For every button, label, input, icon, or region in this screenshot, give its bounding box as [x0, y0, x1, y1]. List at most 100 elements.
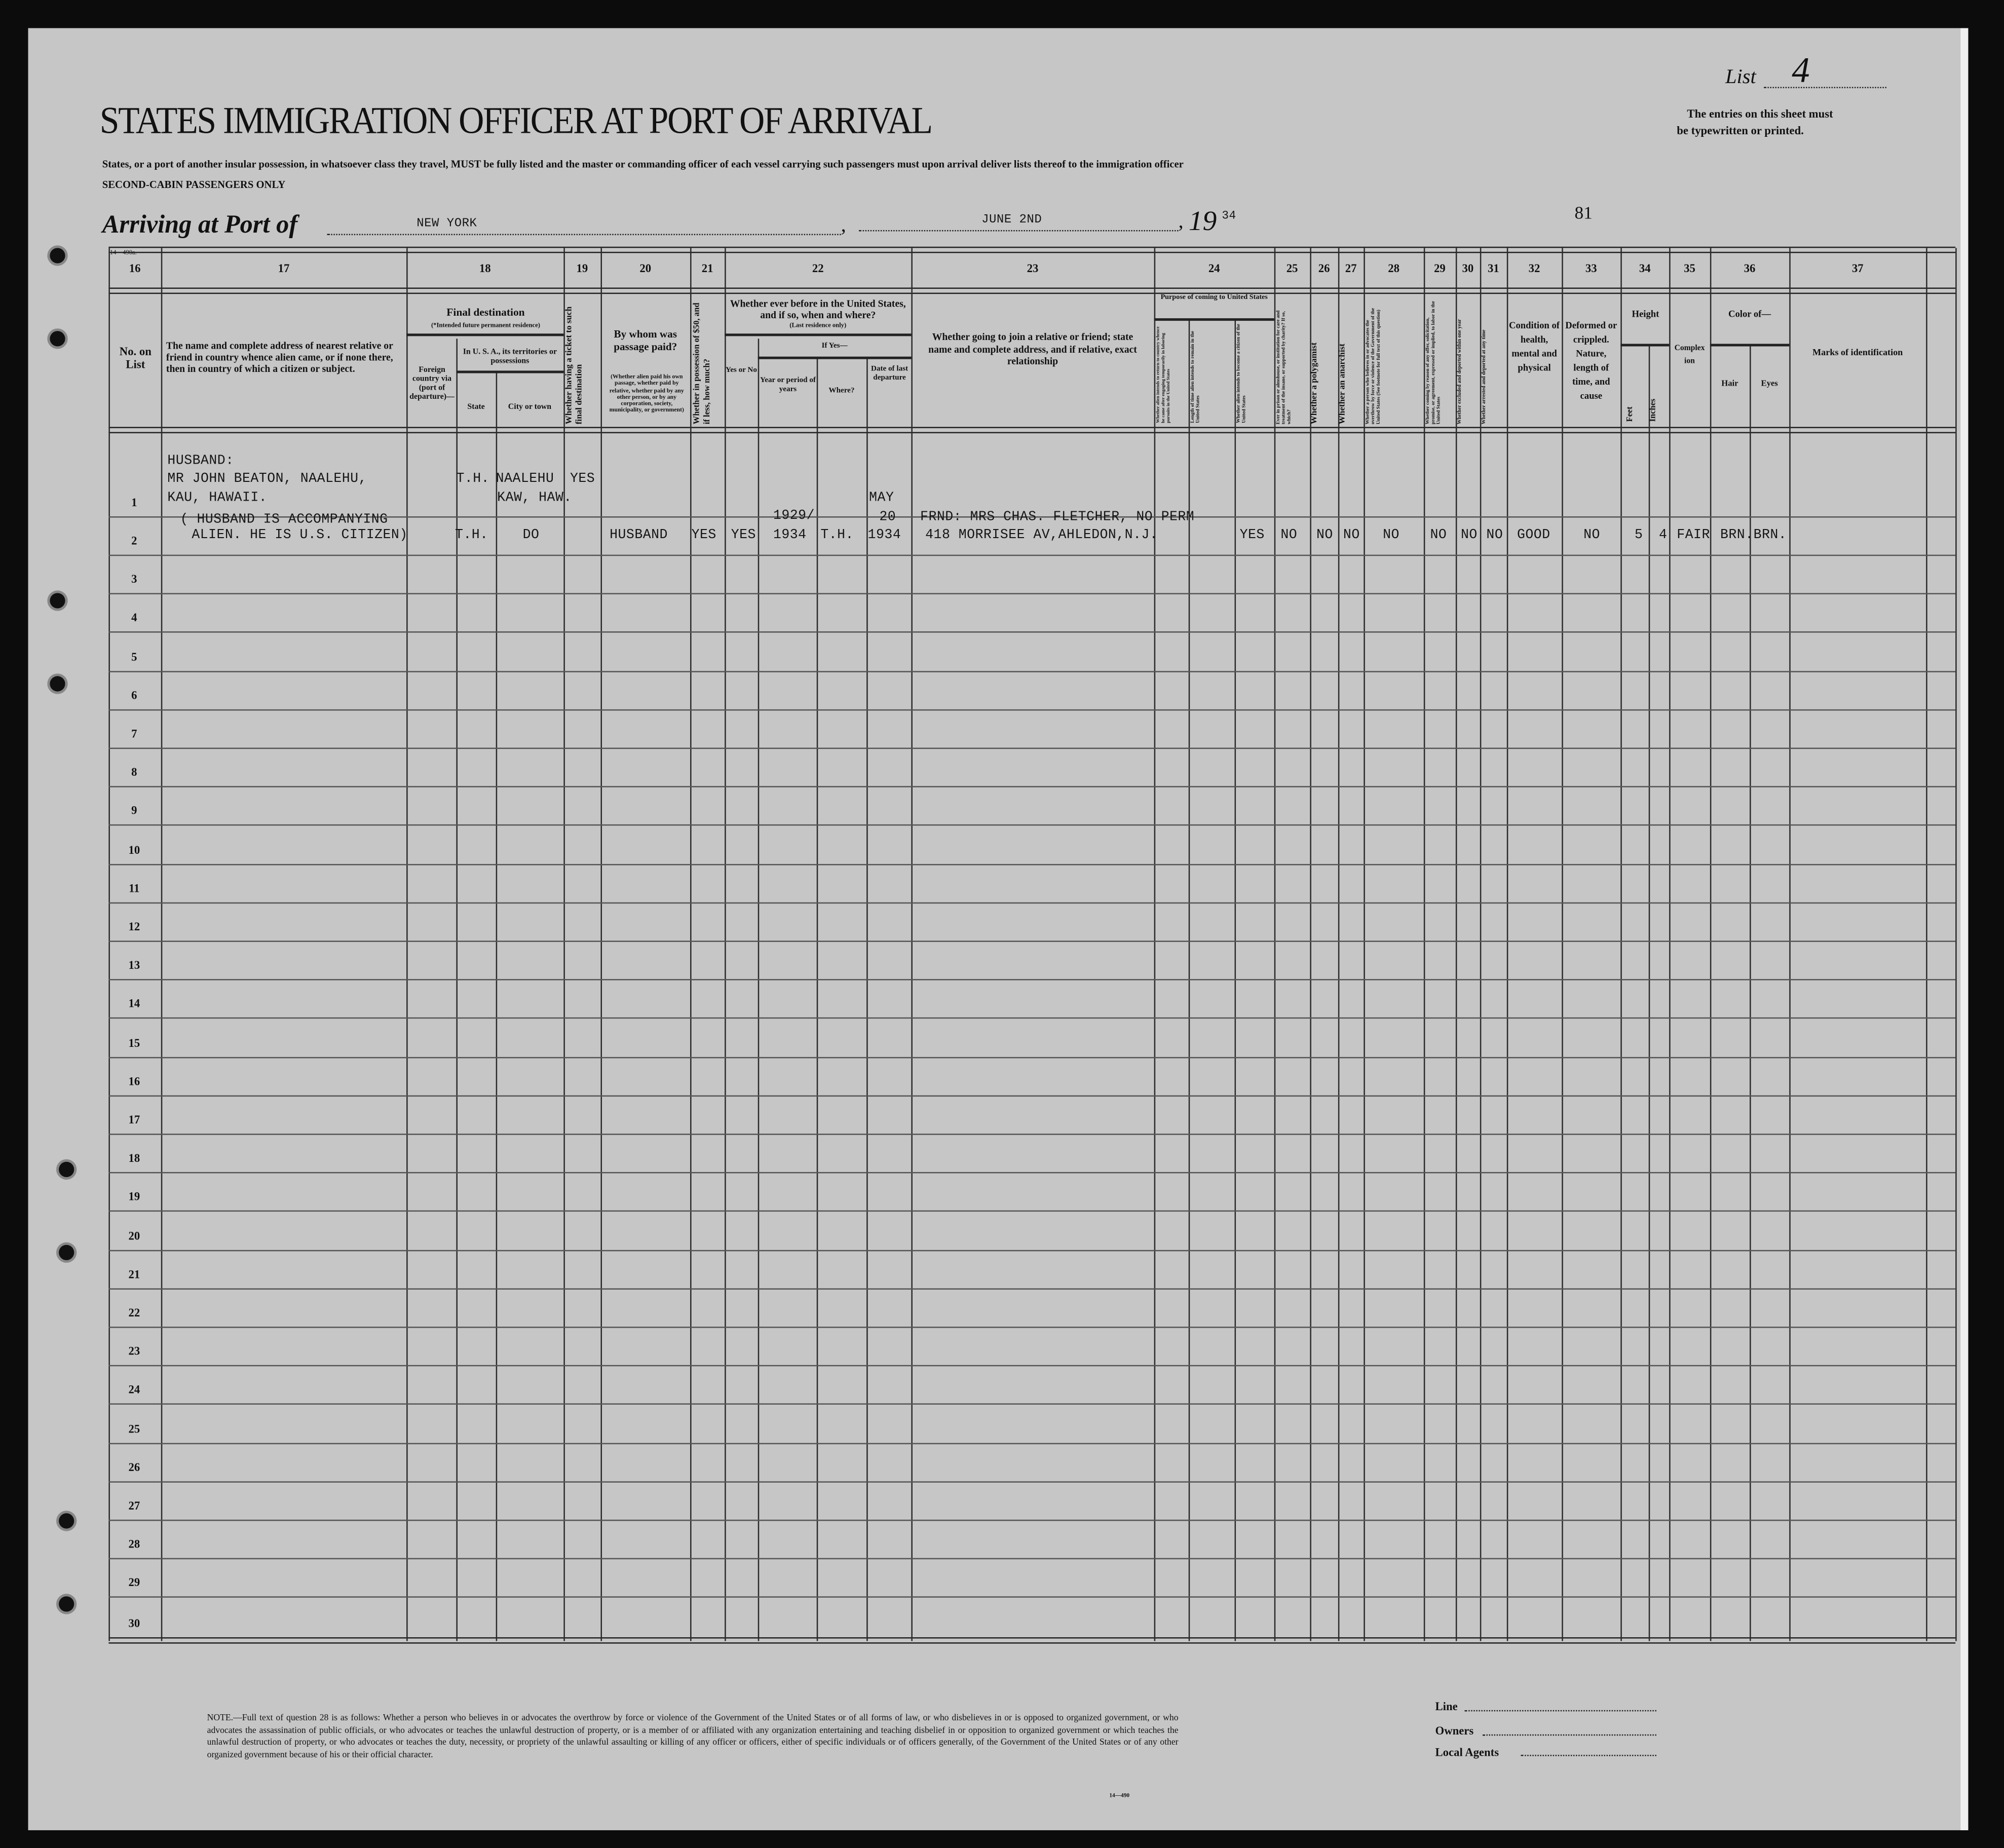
- column-rule: [1506, 248, 1508, 1641]
- header-bottom-rule: [108, 427, 1956, 434]
- entry-years: 1929/: [773, 508, 815, 524]
- row-rule: [108, 863, 1956, 865]
- page-title: STATES IMMIGRATION OFFICER AT PORT OF AR…: [99, 99, 933, 142]
- line-number: 18: [128, 1152, 140, 1165]
- line-number: 10: [128, 843, 140, 856]
- entry-city: DO: [522, 527, 540, 543]
- header-date-departure: Date of last departure: [871, 365, 909, 383]
- line-field[interactable]: [1464, 1710, 1656, 1712]
- arriving-label: Arriving at Port of: [102, 211, 298, 239]
- row-rule: [108, 1597, 1956, 1598]
- line-number: 28: [128, 1537, 140, 1551]
- header-marks: Marks of identification: [1812, 348, 1903, 358]
- row-rule: [108, 1056, 1956, 1058]
- header-passage-paid-sub: (Whether alien paid his own passage, whe…: [609, 374, 684, 415]
- entry-city: NAALEHU: [496, 471, 554, 487]
- header-contract-labor: Whether coming by reason of any offer, s…: [1425, 301, 1442, 425]
- header-state: State: [467, 402, 485, 412]
- row-rule: [108, 632, 1956, 633]
- line-number: 13: [128, 959, 140, 972]
- subheader-rule: [758, 356, 912, 359]
- column-number: 33: [1585, 262, 1597, 275]
- line-number: 2: [131, 534, 137, 547]
- column-number: 37: [1851, 262, 1864, 275]
- line-number: 29: [128, 1576, 140, 1590]
- subheader-rule: [1710, 344, 1790, 346]
- row-rule: [108, 747, 1956, 749]
- comma: ,: [841, 214, 846, 237]
- owners-field[interactable]: [1482, 1734, 1656, 1736]
- line-number: 15: [128, 1036, 140, 1049]
- line-number: 21: [128, 1267, 140, 1280]
- column-number: 29: [1434, 262, 1446, 275]
- line-number: 8: [131, 766, 137, 779]
- column-number: 28: [1388, 262, 1400, 275]
- entry-health: GOOD: [1517, 527, 1551, 543]
- row-rule: [108, 709, 1956, 710]
- binder-hole: [50, 593, 65, 609]
- column-number: 18: [479, 262, 491, 275]
- column-rule: [406, 248, 408, 1641]
- list-label: List: [1725, 66, 1756, 89]
- header-purpose-return: Whether alien intends to return to count…: [1155, 326, 1171, 423]
- row-rule: [108, 1017, 1956, 1020]
- entry-c29: NO: [1430, 527, 1447, 543]
- header-joining: Whether going to join a relative or frie…: [928, 331, 1137, 367]
- entry-relative: KAU, HAWAII.: [167, 491, 268, 506]
- header-feet: Feet: [1625, 406, 1635, 422]
- column-number: 34: [1639, 262, 1651, 275]
- column-number: 22: [812, 262, 824, 275]
- entry-c25: NO: [1280, 527, 1298, 543]
- line-number: 19: [128, 1190, 140, 1203]
- column-rule: [1455, 248, 1457, 1641]
- header-nearest-relative: The name and complete address of nearest…: [166, 340, 393, 375]
- column-number: 16: [129, 262, 141, 275]
- row-rule: [108, 1404, 1956, 1405]
- entry-feet: 5: [1635, 527, 1643, 543]
- row-rule: [108, 593, 1956, 595]
- header-inches: Inches: [1648, 398, 1658, 422]
- line-number: 24: [128, 1383, 140, 1397]
- column-rule: [1955, 248, 1957, 1641]
- header-final-destination-sub: (*Intended future permanent residence): [431, 323, 540, 330]
- header-purpose-length: Length of time alien intends to remain i…: [1190, 331, 1201, 423]
- column-number: 21: [701, 262, 713, 275]
- entry-departure: 20: [879, 510, 896, 525]
- local-agents-field[interactable]: [1521, 1755, 1656, 1756]
- column-number: 24: [1208, 262, 1220, 275]
- line-label: Line: [1435, 1700, 1458, 1713]
- line-number: 11: [129, 881, 140, 895]
- binder-hole: [50, 331, 65, 347]
- line-number: 23: [128, 1344, 140, 1358]
- entry-complexion: FAIR: [1677, 527, 1710, 543]
- header-deformed: Deformed or crippled. Nature, length of …: [1565, 319, 1617, 402]
- entry-city: KAW, HAW.: [497, 491, 572, 506]
- instruction-text: States, or a port of another insular pos…: [102, 158, 1184, 170]
- line-number: 22: [128, 1306, 140, 1319]
- line-number: 6: [131, 689, 137, 702]
- column-number: 35: [1684, 262, 1695, 275]
- date-value: JUNE 2ND: [981, 212, 1042, 227]
- date-underline: [858, 230, 1179, 232]
- entry-ticket: YES: [570, 471, 595, 487]
- entry-anarchist: NO: [1343, 527, 1360, 543]
- binder-hole: [59, 1513, 74, 1529]
- header-final-destination: Final destination: [446, 305, 525, 319]
- subcolumn-rule: [1750, 345, 1751, 1641]
- binder-hole: [59, 1596, 74, 1612]
- entry-passage-paid: HUSBAND: [610, 527, 668, 543]
- line-number: 20: [128, 1229, 140, 1242]
- row-rule: [108, 1442, 1956, 1444]
- entries-note: be typewritten or printed.: [1677, 124, 1804, 137]
- subcolumn-rule: [496, 370, 498, 1641]
- header-yes-no: Yes or No: [725, 366, 757, 375]
- header-hair: Hair: [1721, 380, 1738, 389]
- row-rule: [108, 824, 1956, 826]
- entry-deformed: NO: [1583, 527, 1600, 543]
- subcolumn-rule: [866, 358, 868, 1641]
- header-ticket: Whether having a ticket to such final de…: [564, 306, 584, 425]
- entry-c30: NO: [1460, 527, 1478, 543]
- line-number: 17: [128, 1113, 140, 1126]
- header-if-yes: If Yes—: [821, 342, 848, 351]
- entry-relative: ALIEN. HE IS U.S. CITIZEN): [192, 527, 408, 543]
